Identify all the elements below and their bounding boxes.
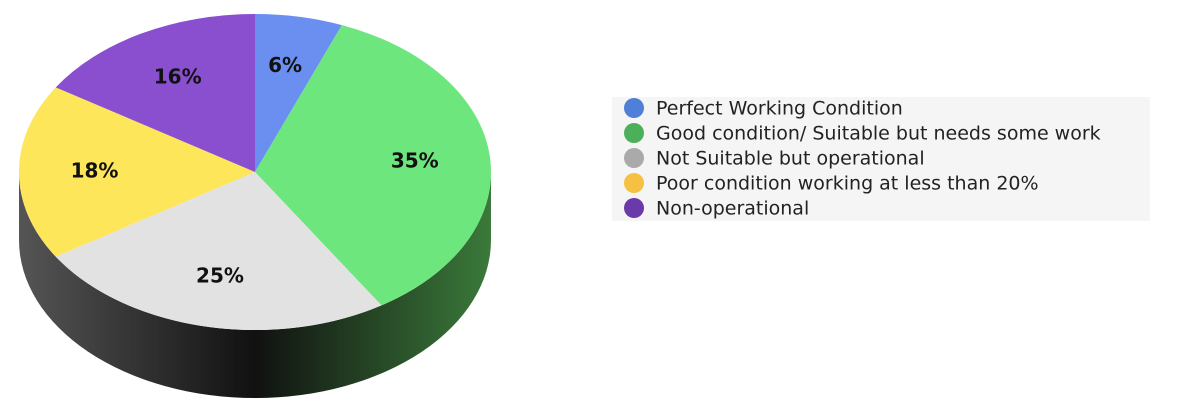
legend-label: Not Suitable but operational (656, 148, 925, 170)
slice-label: 25% (196, 263, 244, 287)
legend-marker (624, 148, 644, 168)
legend-marker (624, 173, 644, 193)
pie-slice (55, 172, 382, 331)
legend-box (612, 97, 1150, 221)
pie-slice (255, 14, 342, 172)
legend-label: Perfect Working Condition (656, 98, 903, 120)
pie-side (19, 172, 491, 398)
legend-label: Non-operational (656, 198, 809, 220)
pie-slice (55, 14, 255, 172)
pie-slice (18, 87, 255, 257)
slice-label: 35% (391, 148, 439, 172)
slice-label: 6% (268, 53, 302, 77)
slice-label: 18% (71, 159, 119, 183)
slice-label: 16% (154, 64, 202, 88)
legend-marker (624, 198, 644, 218)
pie-slice (255, 25, 491, 306)
legend-label: Good condition/ Suitable but needs some … (656, 123, 1101, 145)
legend-marker (624, 98, 644, 118)
legend-label: Poor condition working at less than 20% (656, 173, 1039, 195)
legend-marker (624, 123, 644, 143)
